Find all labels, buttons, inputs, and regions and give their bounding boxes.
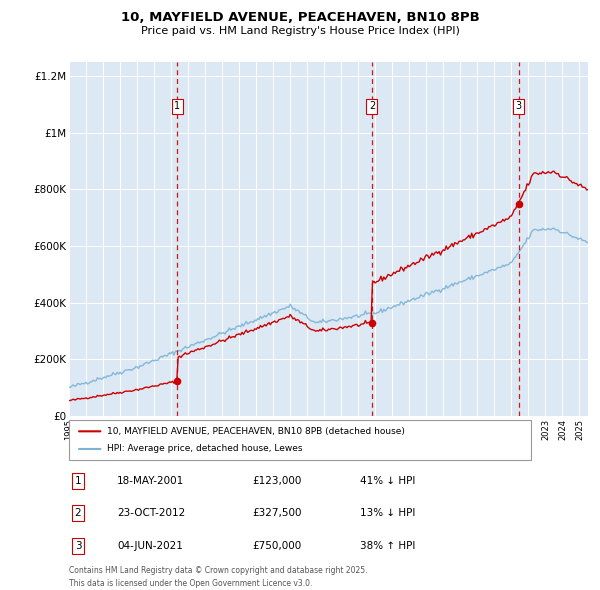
- Text: 10, MAYFIELD AVENUE, PEACEHAVEN, BN10 8PB (detached house): 10, MAYFIELD AVENUE, PEACEHAVEN, BN10 8P…: [107, 427, 405, 436]
- Text: 18-MAY-2001: 18-MAY-2001: [117, 476, 184, 486]
- Text: 3: 3: [74, 541, 82, 550]
- Text: 10, MAYFIELD AVENUE, PEACEHAVEN, BN10 8PB: 10, MAYFIELD AVENUE, PEACEHAVEN, BN10 8P…: [121, 11, 479, 24]
- Text: 2: 2: [369, 101, 375, 111]
- Text: Price paid vs. HM Land Registry's House Price Index (HPI): Price paid vs. HM Land Registry's House …: [140, 26, 460, 35]
- Text: 38% ↑ HPI: 38% ↑ HPI: [360, 541, 415, 550]
- Text: 3: 3: [515, 101, 521, 111]
- Text: 41% ↓ HPI: 41% ↓ HPI: [360, 476, 415, 486]
- Text: 1: 1: [175, 101, 181, 111]
- Text: HPI: Average price, detached house, Lewes: HPI: Average price, detached house, Lewe…: [107, 444, 303, 454]
- Text: 13% ↓ HPI: 13% ↓ HPI: [360, 509, 415, 518]
- Text: 1: 1: [74, 476, 82, 486]
- Text: 23-OCT-2012: 23-OCT-2012: [117, 509, 185, 518]
- Text: £327,500: £327,500: [252, 509, 302, 518]
- Text: £750,000: £750,000: [252, 541, 301, 550]
- Text: 04-JUN-2021: 04-JUN-2021: [117, 541, 183, 550]
- Text: Contains HM Land Registry data © Crown copyright and database right 2025.
This d: Contains HM Land Registry data © Crown c…: [69, 566, 367, 588]
- Text: 2: 2: [74, 509, 82, 518]
- Text: £123,000: £123,000: [252, 476, 301, 486]
